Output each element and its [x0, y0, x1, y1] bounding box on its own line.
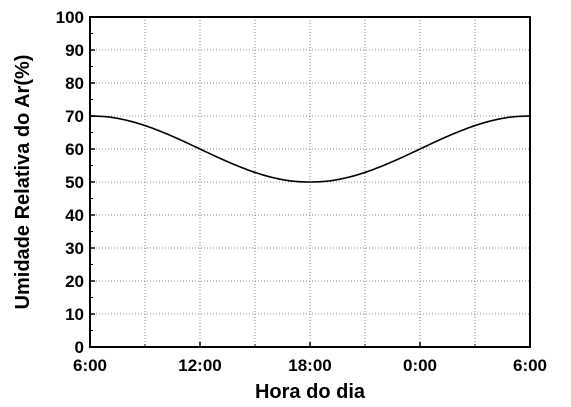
plot-frame [89, 16, 531, 348]
y-tick-label: 90 [65, 41, 84, 60]
x-tick-label: 0:00 [403, 356, 437, 375]
y-tick-label: 60 [65, 140, 84, 159]
x-tick-labels: 6:00 12:00 18:00 0:00 6:00 [73, 356, 547, 375]
y-tick-label: 70 [65, 107, 84, 126]
y-tick-label: 100 [56, 8, 84, 27]
y-tick-label: 80 [65, 74, 84, 93]
y-tick-label: 40 [65, 206, 84, 225]
y-tick-labels: 0 10 20 30 40 50 60 70 80 90 100 [56, 8, 84, 357]
x-tick-label: 12:00 [178, 356, 221, 375]
x-tick-label: 6:00 [513, 356, 547, 375]
y-tick-label: 20 [65, 272, 84, 291]
y-tick-label: 30 [65, 239, 84, 258]
x-tick-label: 6:00 [73, 356, 107, 375]
y-tick-label: 10 [65, 305, 84, 324]
y-axis-title: Umidade Relativa do Ar(%) [12, 55, 34, 310]
x-axis-title: Hora do dia [255, 381, 366, 403]
y-tick-label: 50 [65, 173, 84, 192]
humidity-line [89, 115, 531, 183]
y-tick-label: 0 [75, 338, 84, 357]
x-tick-label: 18:00 [288, 356, 331, 375]
